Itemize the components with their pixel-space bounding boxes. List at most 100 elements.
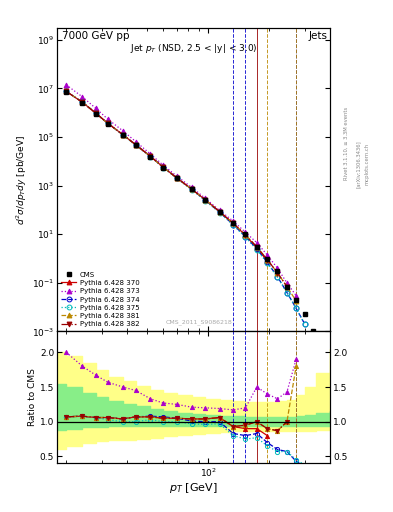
Pythia 6.428 381 [120,132,125,138]
Line: Pythia 6.428 374: Pythia 6.428 374 [64,89,307,327]
Pythia 6.428 375 [243,234,248,240]
CMS [285,284,289,290]
Text: Jet $p_T$ (NSD, 2.5 < |y| < 3.0): Jet $p_T$ (NSD, 2.5 < |y| < 3.0) [130,42,257,55]
CMS [174,175,179,181]
CMS [80,100,84,106]
Pythia 6.428 381 [203,197,208,203]
Pythia 6.428 374 [94,110,98,116]
Pythia 6.428 373 [265,252,270,258]
Pythia 6.428 381 [94,110,98,116]
Pythia 6.428 373 [174,173,179,179]
Pythia 6.428 374 [231,222,235,228]
Pythia 6.428 370 [94,110,98,116]
Pythia 6.428 374 [254,246,259,252]
CMS [189,186,194,193]
Pythia 6.428 381 [133,142,138,148]
CMS [133,142,138,148]
CMS [120,132,125,138]
Pythia 6.428 370 [189,186,194,192]
Line: CMS: CMS [64,90,324,347]
CMS [303,311,307,317]
Text: Rivet 3.1.10, ≥ 3.3M events: Rivet 3.1.10, ≥ 3.3M events [344,106,349,180]
CMS [231,220,235,226]
CMS [64,89,69,95]
Text: CMS_2011_S9086218: CMS_2011_S9086218 [165,319,232,326]
CMS [265,255,270,262]
Line: Pythia 6.428 370: Pythia 6.428 370 [64,89,270,263]
CMS [161,164,165,170]
Text: [arXiv:1306.3436]: [arXiv:1306.3436] [356,140,361,188]
Pythia 6.428 382 [161,164,165,170]
Pythia 6.428 374 [120,132,125,138]
Pythia 6.428 374 [285,289,289,295]
Text: Jets: Jets [309,31,327,41]
Pythia 6.428 374 [243,233,248,240]
X-axis label: $p_T$ [GeV]: $p_T$ [GeV] [169,481,218,495]
Pythia 6.428 374 [294,305,299,311]
Pythia 6.428 381 [105,120,110,126]
Pythia 6.428 374 [133,142,138,148]
Pythia 6.428 373 [148,151,153,157]
Pythia 6.428 375 [203,198,208,204]
CMS [319,341,324,347]
CMS [275,268,280,274]
Legend: CMS, Pythia 6.428 370, Pythia 6.428 373, Pythia 6.428 374, Pythia 6.428 375, Pyt: CMS, Pythia 6.428 370, Pythia 6.428 373,… [59,269,142,329]
Pythia 6.428 375 [275,274,280,281]
Pythia 6.428 375 [174,175,179,181]
Pythia 6.428 382 [203,197,208,203]
Pythia 6.428 382 [64,89,69,95]
Pythia 6.428 375 [189,186,194,193]
Pythia 6.428 381 [265,257,270,263]
Pythia 6.428 381 [254,244,259,250]
Pythia 6.428 382 [80,99,84,105]
Pythia 6.428 382 [243,232,248,238]
Pythia 6.428 382 [105,120,110,126]
Pythia 6.428 381 [217,208,222,215]
Pythia 6.428 382 [133,142,138,148]
Pythia 6.428 375 [231,222,235,228]
Pythia 6.428 374 [105,120,110,126]
Pythia 6.428 373 [64,82,69,88]
Pythia 6.428 375 [285,289,289,295]
Pythia 6.428 375 [148,154,153,160]
Line: Pythia 6.428 375: Pythia 6.428 375 [64,89,307,327]
Pythia 6.428 373 [161,162,165,168]
Pythia 6.428 381 [161,164,165,170]
Pythia 6.428 375 [254,247,259,253]
Pythia 6.428 370 [217,208,222,215]
Pythia 6.428 373 [254,240,259,246]
Pythia 6.428 381 [189,186,194,192]
Pythia 6.428 381 [64,89,69,95]
Pythia 6.428 382 [265,257,270,263]
Pythia 6.428 374 [161,164,165,170]
Pythia 6.428 375 [133,142,138,148]
Pythia 6.428 373 [189,184,194,190]
Pythia 6.428 373 [243,229,248,236]
Pythia 6.428 382 [285,284,289,290]
Pythia 6.428 381 [275,270,280,276]
Pythia 6.428 373 [217,207,222,214]
Pythia 6.428 374 [174,175,179,181]
Pythia 6.428 373 [120,127,125,134]
Pythia 6.428 375 [80,99,84,105]
Pythia 6.428 375 [303,321,307,327]
Pythia 6.428 373 [105,116,110,122]
Pythia 6.428 381 [285,284,289,290]
Pythia 6.428 375 [217,209,222,216]
Pythia 6.428 375 [161,164,165,170]
Pythia 6.428 382 [148,153,153,159]
Pythia 6.428 382 [231,220,235,226]
Pythia 6.428 373 [94,105,98,112]
Pythia 6.428 381 [231,220,235,226]
Pythia 6.428 374 [203,197,208,203]
Pythia 6.428 381 [294,298,299,304]
Pythia 6.428 373 [133,138,138,144]
Pythia 6.428 374 [148,153,153,159]
Pythia 6.428 374 [80,99,84,105]
Pythia 6.428 375 [294,305,299,311]
Pythia 6.428 382 [174,175,179,181]
CMS [203,197,208,203]
Pythia 6.428 382 [275,270,280,276]
CMS [105,121,110,127]
Pythia 6.428 375 [265,260,270,266]
